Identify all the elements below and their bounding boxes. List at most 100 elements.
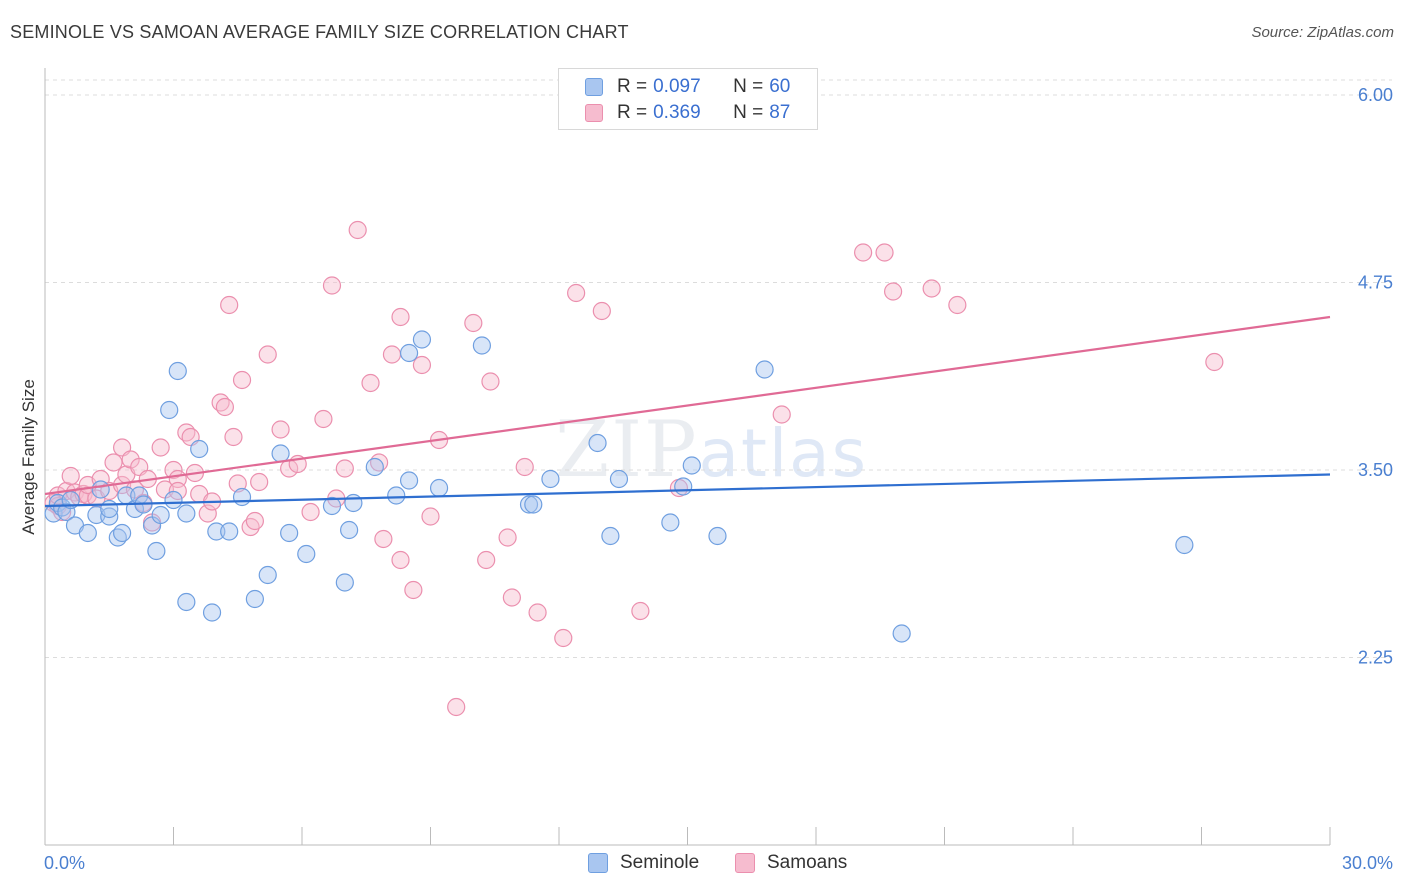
samoans-point [481,372,500,391]
samoans-point [104,453,123,472]
samoans-point [412,355,432,375]
gridlines [45,79,1392,658]
samoans-point [464,313,483,333]
samoans-point [322,276,342,295]
seminole-point [280,523,299,543]
bottom-legend-samoans: Samoans [735,852,847,874]
seminole-point [661,513,680,532]
seminole-point [335,573,354,592]
legend-n-value: 60 [769,76,791,97]
y-tick-label: 6.00 [1358,85,1393,105]
samoans-point [224,427,243,447]
seminole-point [220,522,239,541]
samoans-point [447,697,466,717]
samoans-point [361,373,380,393]
chart-title: SEMINOLE VS SAMOAN AVERAGE FAMILY SIZE C… [10,22,629,42]
axes [44,68,1331,846]
seminole-point [91,480,110,499]
seminole-point [524,495,543,514]
legend-row-samoans: R = 0.369 N = 87 [585,101,790,125]
legend-r-value: 0.369 [653,102,701,123]
seminole-point [387,486,406,505]
samoans-swatch [735,853,755,873]
samoans-point [502,588,521,607]
seminole-point [232,487,252,507]
seminole-point [190,439,209,459]
samoans-point [592,301,611,321]
seminole-point [245,589,264,609]
samoans-point [228,474,247,493]
bottom-legend-label: Seminole [620,852,700,873]
seminole-point [151,505,170,525]
seminole-point [160,400,179,420]
samoans-point [271,420,290,439]
legend-n-label: N = [733,102,764,123]
samoans-point [198,504,217,523]
seminole-point [541,469,560,489]
bottom-legend-seminole: Seminole [588,852,699,874]
samoans-point [854,243,873,262]
samoans-trend-line [44,315,1331,496]
seminole-point [78,523,97,543]
seminole-point [100,499,119,519]
seminole-point [708,526,727,546]
samoans-point [168,481,187,501]
samoans-point [883,282,903,301]
samoans-point [875,243,894,262]
seminole-point [601,526,620,546]
seminole-point [322,496,342,516]
seminole-swatch [588,853,608,873]
bottom-legend-label: Samoans [767,852,848,873]
samoans-point [348,220,367,240]
seminole-point [365,457,384,477]
samoans-point [301,502,320,522]
samoans-point [421,507,440,526]
seminole-swatch [585,78,603,96]
samoans-swatch [585,104,603,122]
legend-n-label: N = [733,76,764,97]
trend-lines [44,315,1331,508]
samoans-point [1205,352,1224,372]
legend: R = 0.097 N = 60 R = 0.369 N = 87 [558,68,818,130]
y-axis-title: Average Family Size [19,379,38,535]
samoans-point [314,409,333,429]
samoans-point [61,466,80,486]
seminole-point [112,523,132,543]
watermark: ZIPatlas [555,405,868,495]
samoans-point [250,472,269,492]
samoans-point [391,550,410,570]
samoans-point [528,603,547,622]
y-tick-label: 3.50 [1358,460,1393,480]
seminole-point [674,477,693,496]
legend-n-value: 87 [769,102,791,123]
samoans-point [164,460,183,480]
seminole-point [399,471,419,490]
seminole-point [258,565,277,585]
seminole-point [297,544,316,564]
seminole-point [609,469,629,489]
seminole-point [399,343,419,363]
samoans-point [922,279,941,298]
seminole-point [207,522,226,541]
legend-r-value: 0.097 [653,76,701,97]
samoans-point [554,628,573,648]
samoans-point [151,438,170,457]
samoans-point [772,405,791,424]
samoans-point [232,370,252,390]
samoans-point [245,511,264,531]
samoans-point [215,397,234,417]
samoans-point [374,529,393,549]
samoans-point [335,459,354,478]
seminole-point [892,624,911,643]
legend-row-seminole: R = 0.097 N = 60 [585,75,790,99]
y-tick-label: 4.75 [1358,273,1393,293]
seminole-point [588,433,607,453]
samoans-point [477,550,496,570]
seminole-point [100,507,119,526]
samoans-point [258,345,277,364]
seminole-point [340,520,359,540]
data-points [44,220,1224,717]
seminole-trend-line [44,473,1331,508]
axis-labels: 2.25 3.50 4.75 6.00 0.0% 30.0% Average Family … [19,85,1393,873]
